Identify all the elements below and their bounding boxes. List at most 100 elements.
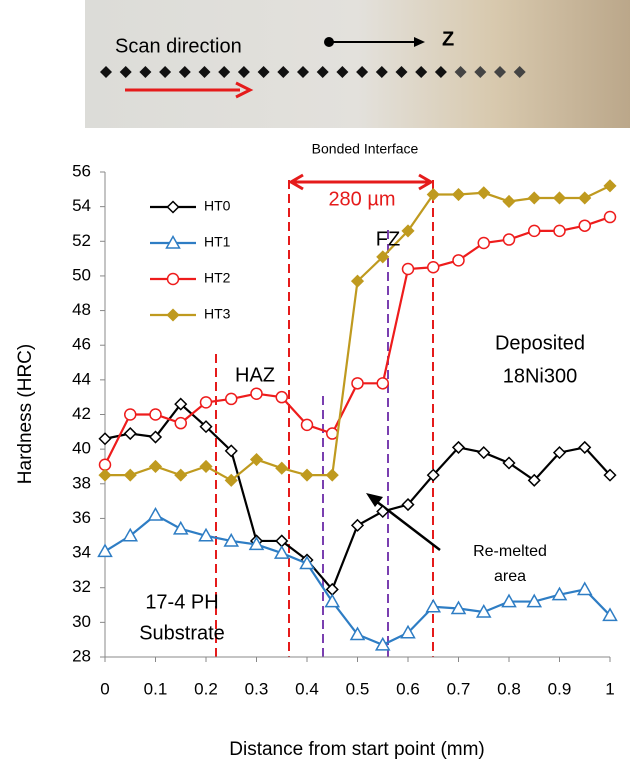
- marker: [124, 408, 137, 421]
- x-tick-label: 0.7: [447, 679, 471, 698]
- indent: [434, 66, 447, 78]
- marker: [477, 236, 490, 250]
- marker: [225, 392, 238, 406]
- y-tick-label: 40: [72, 439, 91, 458]
- marker: [299, 555, 315, 570]
- marker: [376, 250, 390, 264]
- indent: [159, 66, 172, 78]
- x-axis-title: Distance from start point (mm): [229, 739, 485, 760]
- micrograph: [85, 0, 630, 128]
- x-tick-label: 0.9: [548, 679, 572, 698]
- marker: [475, 603, 492, 618]
- marker: [300, 418, 314, 432]
- marker: [350, 518, 365, 532]
- y-tick-label: 42: [72, 404, 91, 423]
- marker: [501, 593, 517, 608]
- remelt-arrow-head: [366, 493, 383, 507]
- x-tick-label: 0: [100, 679, 109, 698]
- y-tick-label: 44: [72, 369, 91, 388]
- marker: [248, 536, 265, 551]
- indent: [198, 66, 211, 78]
- marker: [123, 468, 137, 482]
- series-line: [104, 402, 611, 592]
- marker: [401, 498, 415, 512]
- scan-arrow-head: [235, 81, 254, 99]
- indent: [178, 66, 191, 78]
- marker: [351, 377, 364, 390]
- marker: [578, 219, 591, 232]
- x-tick-label: 0.8: [497, 679, 521, 698]
- marker: [249, 452, 264, 467]
- annotation-lines: [215, 173, 441, 657]
- marker: [172, 520, 189, 535]
- annotation: FZ: [376, 228, 400, 250]
- marker: [528, 224, 541, 238]
- indent: [277, 66, 290, 78]
- marker: [578, 191, 592, 205]
- marker: [552, 191, 567, 205]
- marker: [165, 234, 181, 249]
- marker: [602, 607, 618, 622]
- indent: [375, 66, 388, 78]
- marker: [552, 446, 567, 460]
- marker: [97, 543, 113, 558]
- indent: [139, 66, 152, 78]
- marker: [223, 532, 240, 547]
- marker: [349, 626, 366, 641]
- marker: [374, 636, 391, 651]
- marker: [527, 473, 541, 487]
- marker: [427, 261, 440, 274]
- marker: [350, 274, 365, 288]
- y-tick-label: 32: [72, 577, 91, 596]
- marker: [198, 527, 214, 542]
- y-tick-label: 36: [72, 508, 91, 527]
- y-tick-label: 52: [72, 231, 91, 250]
- x-tick-label: 0.4: [295, 679, 319, 698]
- indent: [474, 66, 487, 78]
- marker: [122, 527, 139, 542]
- marker: [123, 426, 137, 441]
- marker: [426, 468, 440, 482]
- annotation: area: [494, 568, 526, 585]
- annotation: Re-melted: [473, 543, 547, 560]
- marker: [477, 446, 491, 460]
- x-tick-label: 0.5: [346, 679, 370, 698]
- marker: [451, 187, 466, 202]
- y-tick-label: 46: [72, 335, 91, 354]
- marker: [376, 504, 390, 519]
- x-tick-label: 1: [605, 679, 614, 698]
- annotation: 17-4 PH: [145, 591, 218, 613]
- marker: [324, 593, 341, 608]
- indent: [297, 66, 309, 78]
- marker: [376, 377, 389, 390]
- x-tick-label: 0.1: [144, 679, 168, 698]
- annotation: 18Ni300: [503, 365, 578, 387]
- marker: [148, 430, 163, 444]
- y-tick-label: 48: [72, 300, 91, 319]
- marker: [199, 420, 213, 434]
- marker: [526, 593, 543, 608]
- marker: [451, 440, 466, 454]
- y-tick-label: 30: [72, 612, 91, 631]
- marker: [166, 308, 180, 322]
- indent: [237, 66, 250, 78]
- marker: [603, 179, 617, 193]
- marker: [401, 262, 415, 276]
- x-tick-label: 0.6: [396, 679, 420, 698]
- marker: [174, 468, 188, 482]
- marker: [166, 272, 180, 286]
- marker: [603, 468, 617, 482]
- marker: [224, 444, 238, 458]
- y-axis-title: Hardness (HRC): [15, 344, 36, 484]
- marker: [166, 200, 180, 214]
- marker: [174, 397, 188, 411]
- annotation: Z: [442, 28, 454, 50]
- marker: [224, 473, 238, 487]
- indent-row: [100, 66, 526, 78]
- marker: [275, 390, 288, 404]
- series: [98, 179, 617, 487]
- x-tick-label: 0.2: [194, 679, 218, 698]
- annotation: Deposited: [495, 332, 585, 354]
